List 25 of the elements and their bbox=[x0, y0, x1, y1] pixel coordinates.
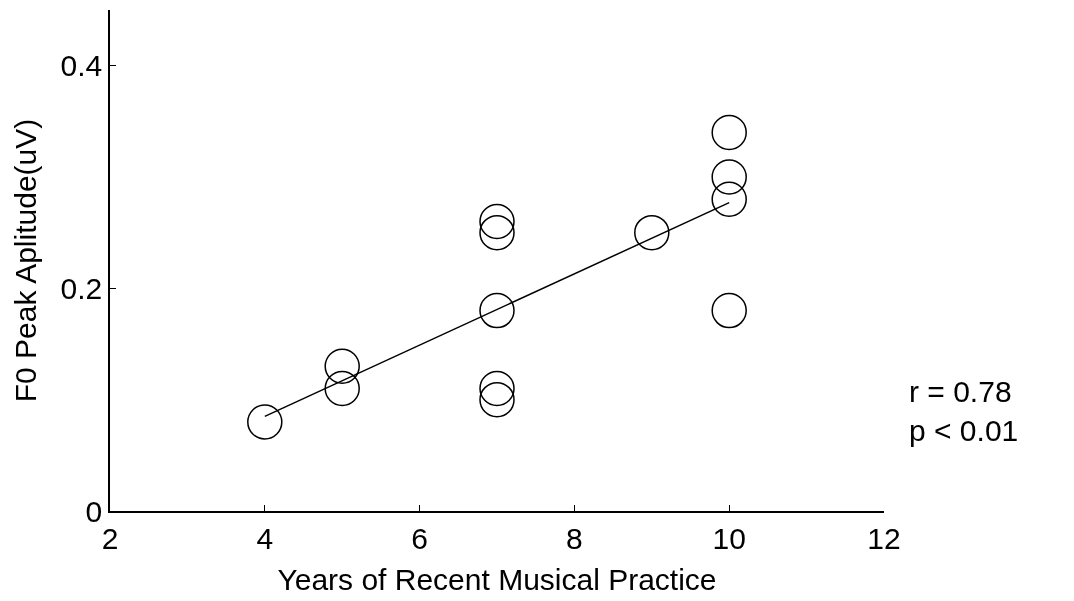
point bbox=[479, 381, 515, 418]
x-tick-label: 2 bbox=[101, 521, 119, 555]
y-tick-label: 0.4 bbox=[60, 49, 103, 83]
x-axis-title: Years of Recent Musical Practice bbox=[277, 562, 717, 596]
point bbox=[711, 159, 747, 195]
point bbox=[247, 404, 283, 440]
point bbox=[634, 214, 670, 251]
y-axis-title: F0 Peak Aplitude(uV) bbox=[9, 118, 43, 403]
point bbox=[711, 114, 747, 151]
x-tick-label: 4 bbox=[256, 521, 274, 555]
x-tick-label: 10 bbox=[712, 521, 746, 555]
point bbox=[711, 292, 747, 329]
y-tick-label: 0 bbox=[85, 494, 103, 528]
point bbox=[711, 181, 747, 217]
point bbox=[479, 214, 515, 251]
point bbox=[324, 370, 360, 407]
x-tick-label: 6 bbox=[411, 521, 428, 555]
y-tick-label: 0.2 bbox=[60, 271, 103, 305]
point bbox=[479, 292, 515, 329]
point bbox=[479, 370, 515, 407]
x-tick-label: 12 bbox=[867, 521, 901, 555]
point bbox=[479, 203, 515, 240]
x-tick-label: 8 bbox=[566, 521, 583, 555]
text: r = 0.78 p < 0.01 bbox=[909, 375, 1019, 447]
point bbox=[324, 348, 360, 384]
